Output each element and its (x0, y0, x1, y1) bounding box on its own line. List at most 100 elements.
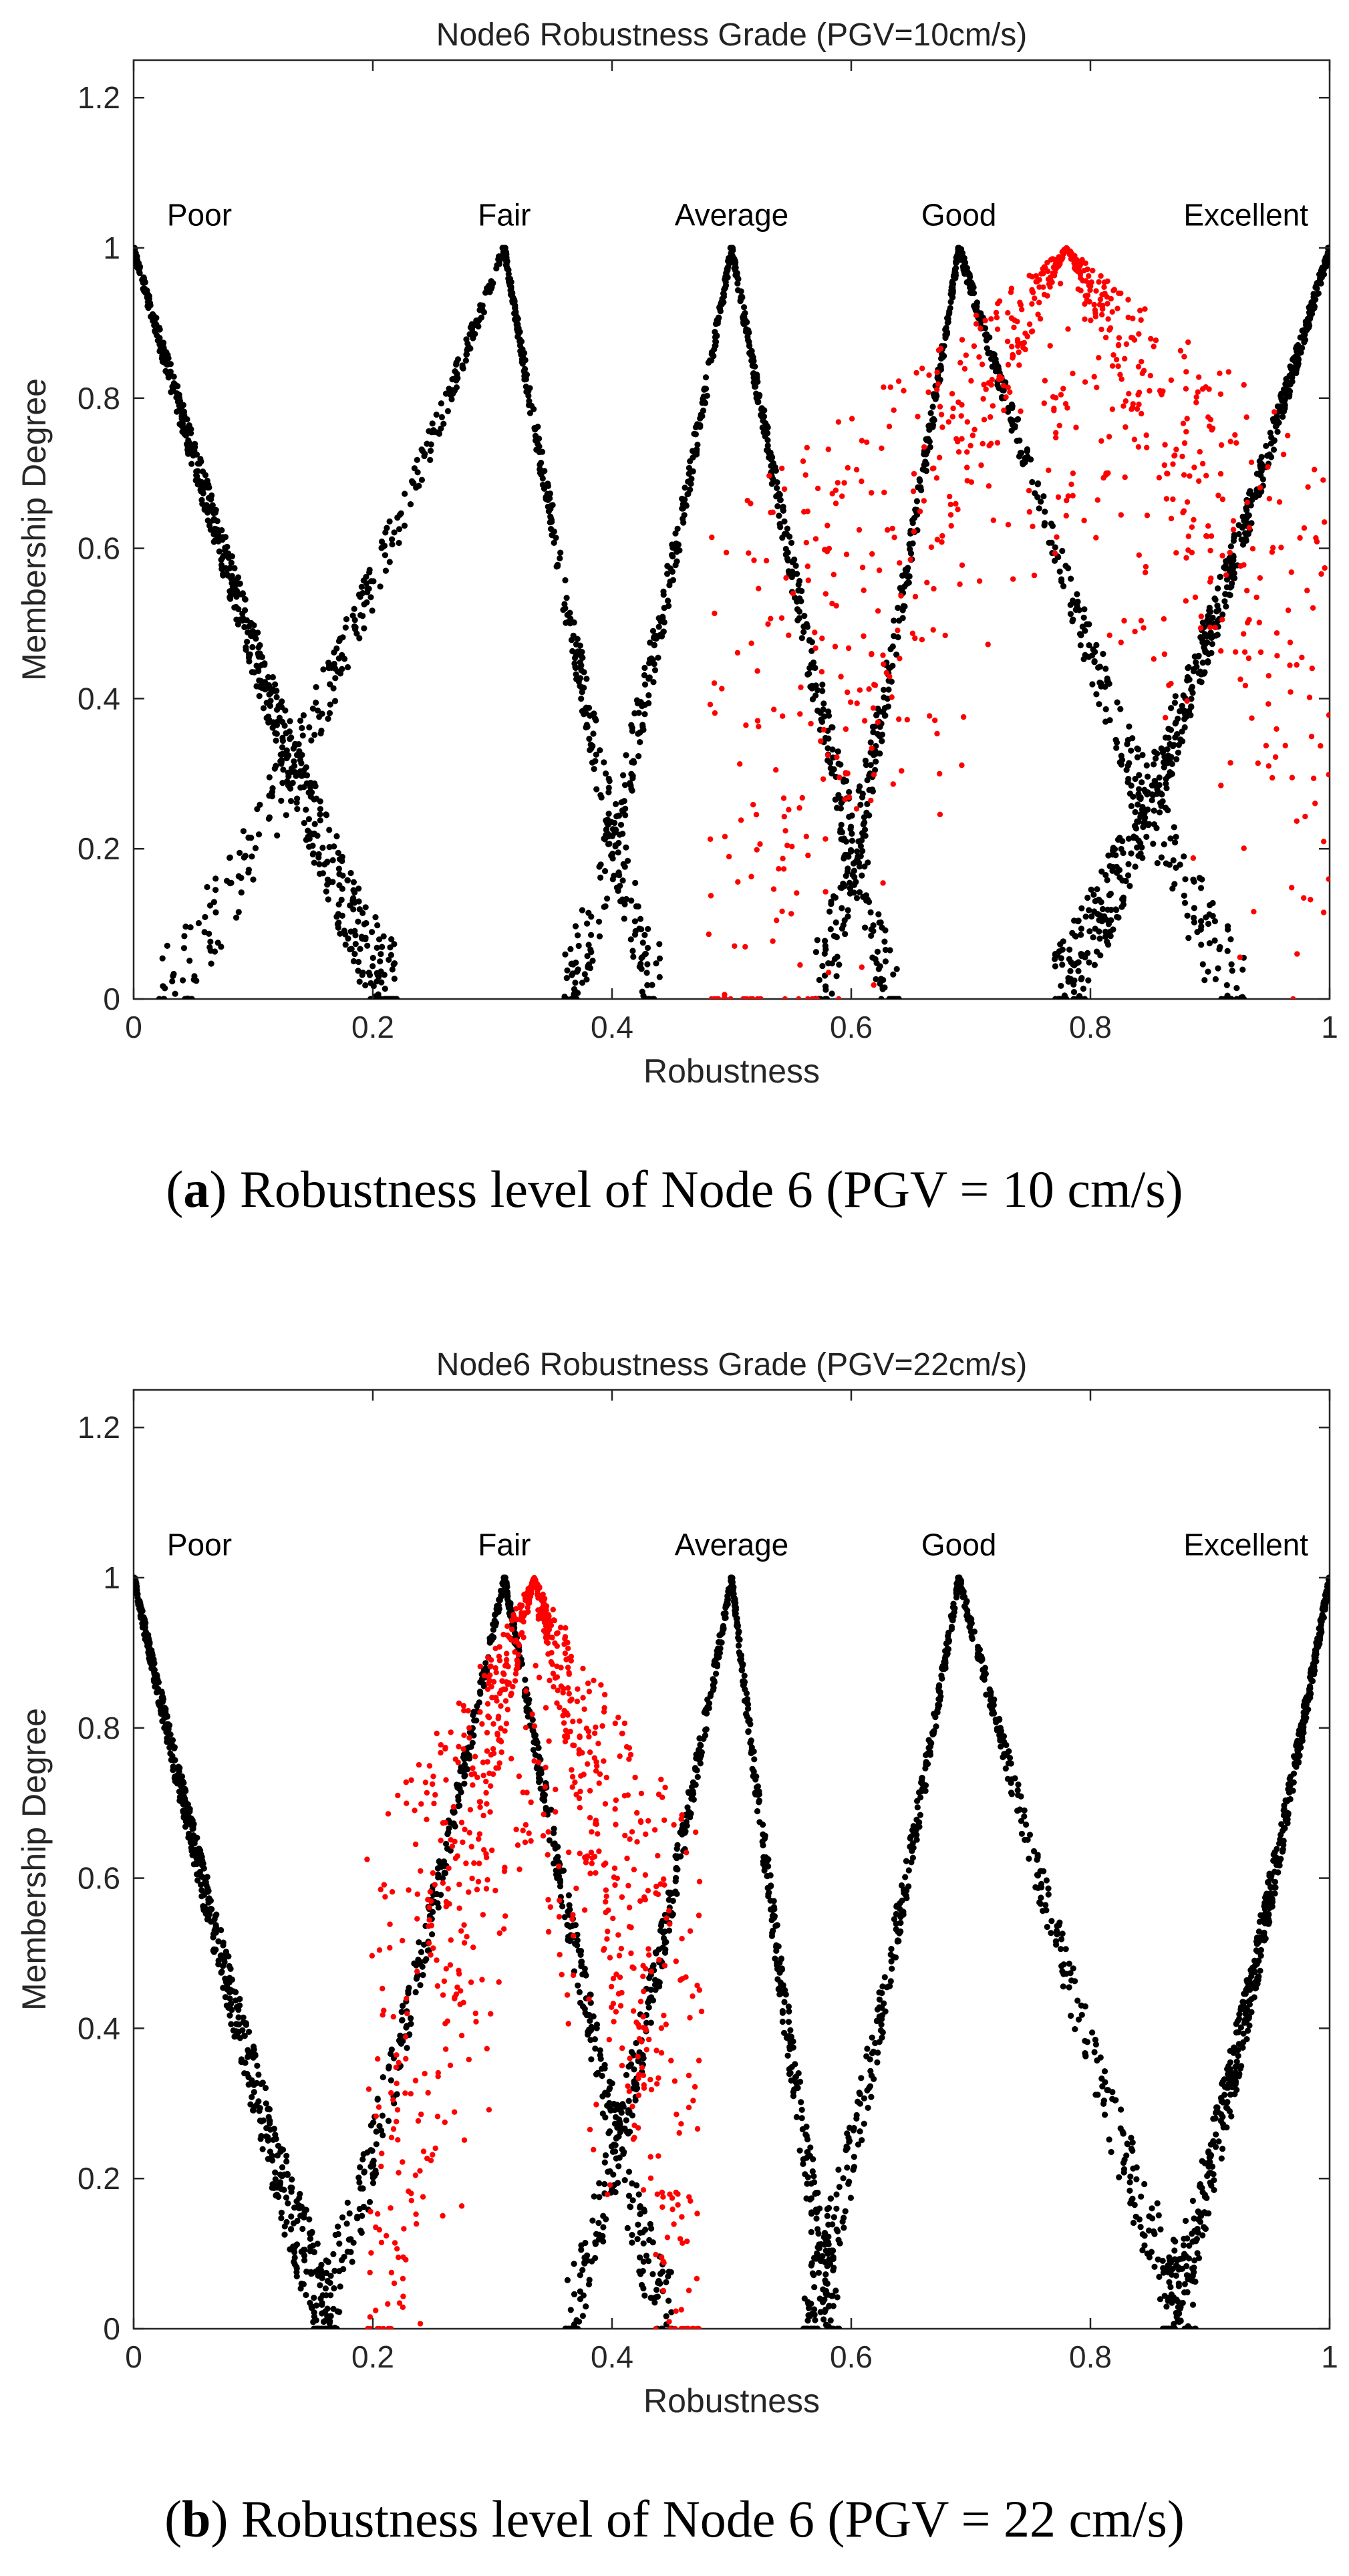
membership-point (665, 597, 671, 604)
membership-point (245, 629, 251, 636)
sample-point (1233, 649, 1239, 655)
membership-point (1119, 877, 1126, 884)
sample-point (753, 811, 760, 818)
sample-point (1246, 525, 1253, 531)
membership-point (1078, 975, 1085, 982)
membership-point (1293, 366, 1300, 373)
membership-point (900, 603, 907, 609)
membership-point (1100, 651, 1106, 658)
sample-point (968, 378, 974, 384)
membership-point (1248, 520, 1255, 527)
membership-point (184, 424, 191, 431)
membership-point (1181, 716, 1188, 722)
membership-point (585, 963, 591, 970)
membership-point (150, 311, 156, 317)
membership-point (168, 1741, 175, 1747)
membership-point (144, 287, 150, 294)
membership-point (589, 759, 596, 766)
membership-point (991, 351, 998, 358)
membership-point (215, 1938, 222, 1945)
membership-point (272, 2169, 279, 2176)
membership-point (250, 876, 257, 883)
membership-point (1244, 512, 1251, 519)
membership-point (593, 751, 599, 758)
membership-point (586, 736, 593, 742)
membership-point (201, 1903, 208, 1910)
sample-point (1094, 497, 1101, 503)
membership-point (877, 708, 883, 715)
membership-point (1146, 821, 1153, 827)
membership-point (174, 408, 180, 415)
sample-point (1052, 550, 1058, 557)
membership-point (167, 1731, 174, 1738)
membership-point (358, 2229, 365, 2236)
membership-point (538, 460, 545, 466)
membership-point (804, 623, 811, 630)
membership-point (829, 990, 835, 997)
sample-point (1026, 488, 1032, 494)
sample-point (1099, 311, 1105, 317)
membership-point (1206, 617, 1213, 624)
membership-point (926, 438, 933, 444)
sample-point (1249, 715, 1255, 721)
membership-point (193, 978, 200, 984)
membership-point (222, 1975, 229, 1982)
membership-point (841, 917, 848, 923)
membership-point (865, 859, 871, 866)
membership-point (1227, 559, 1234, 565)
membership-point (549, 519, 555, 525)
membership-point (284, 2170, 291, 2177)
membership-point (1080, 986, 1086, 992)
membership-point (323, 2269, 330, 2277)
membership-point (1078, 905, 1085, 911)
membership-point (301, 2207, 308, 2214)
membership-point (1216, 946, 1223, 953)
sample-point (1031, 572, 1038, 579)
membership-point (271, 765, 278, 772)
sample-point (1257, 575, 1263, 581)
sample-point (939, 424, 945, 430)
membership-point (872, 766, 879, 773)
membership-point (638, 2281, 645, 2289)
membership-point (1090, 891, 1097, 898)
membership-point (358, 583, 365, 590)
sample-point (788, 911, 794, 917)
membership-point (250, 2049, 257, 2056)
membership-point (313, 2302, 320, 2309)
sample-point (1036, 284, 1042, 290)
membership-point (912, 507, 919, 513)
membership-point (167, 361, 174, 368)
membership-point (881, 686, 887, 693)
membership-point (1091, 908, 1098, 915)
sample-point (1109, 309, 1115, 315)
membership-point (1227, 584, 1234, 591)
sample-point (898, 593, 904, 599)
membership-point (579, 980, 586, 986)
membership-point (1052, 963, 1058, 970)
x-tick-label: 0.8 (1069, 1010, 1112, 1044)
membership-point (363, 919, 369, 927)
membership-point (639, 988, 645, 995)
sample-point (960, 714, 967, 720)
membership-point (171, 1775, 178, 1781)
membership-point (1198, 923, 1205, 930)
membership-point (1090, 934, 1096, 941)
membership-point (309, 2305, 315, 2311)
membership-point (286, 728, 293, 735)
membership-point (1209, 641, 1215, 648)
membership-point (946, 308, 953, 315)
membership-point (1308, 310, 1315, 317)
membership-point (560, 607, 567, 613)
membership-point (420, 1972, 426, 1979)
sample-point (1245, 619, 1251, 626)
membership-point (641, 664, 648, 672)
membership-point (891, 617, 897, 624)
membership-point (1294, 343, 1300, 350)
sample-point (789, 843, 795, 850)
membership-point (704, 392, 710, 399)
sample-point (784, 843, 790, 849)
membership-point (837, 884, 844, 891)
sample-point (820, 776, 827, 782)
membership-point (309, 2243, 316, 2249)
membership-point (619, 877, 626, 884)
